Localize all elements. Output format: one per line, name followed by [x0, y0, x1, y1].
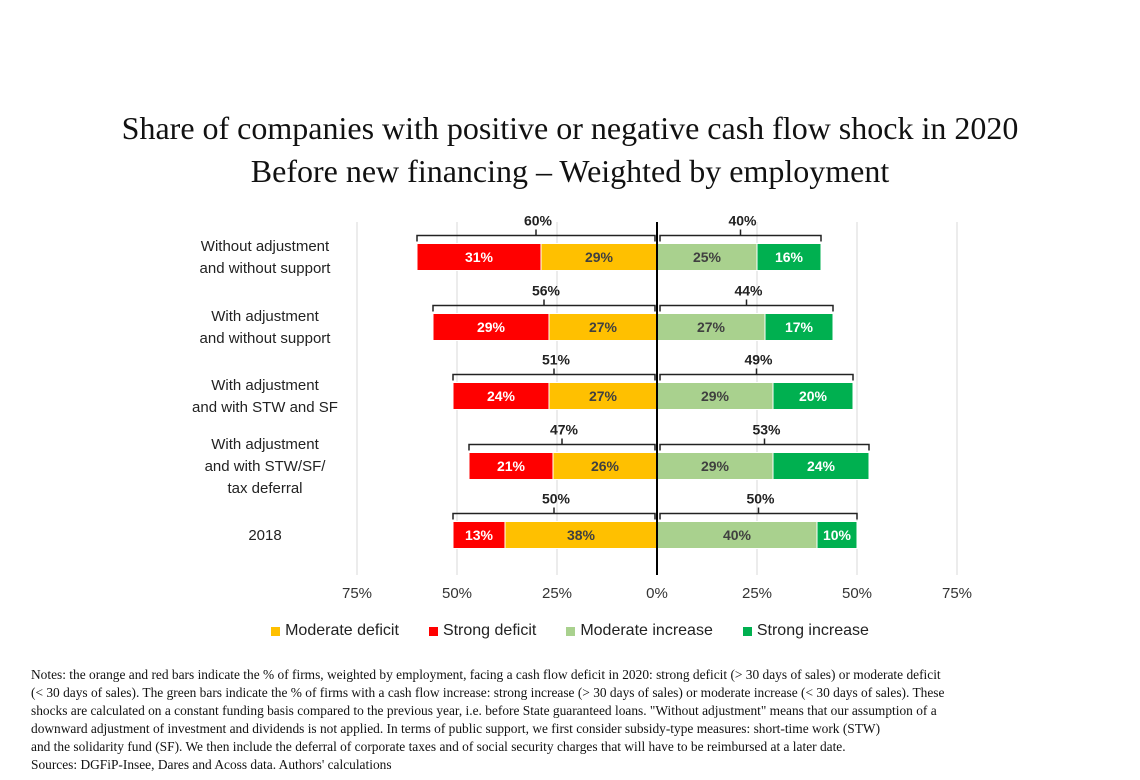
bar-moderate-deficit — [548, 313, 658, 341]
total-label-increase: 44% — [734, 283, 763, 299]
category-label: With adjustment — [211, 377, 319, 394]
notes-line: downward adjustment of investment and di… — [31, 721, 881, 736]
data-label-moderate-increase: 27% — [697, 319, 726, 335]
category-label: tax deferral — [227, 480, 302, 497]
data-label-strong-deficit: 24% — [487, 388, 516, 404]
bar-strong-deficit — [416, 243, 542, 271]
bar-moderate-deficit — [504, 521, 658, 549]
bracket-increase — [659, 229, 822, 242]
bar-strong-increase — [764, 313, 834, 341]
notes-line: Sources: DGFiP-Insee, Dares and Acoss da… — [31, 757, 392, 772]
bar-moderate-increase — [656, 452, 774, 480]
legend-swatch-moderate-increase — [566, 626, 576, 636]
category-label: and with STW and SF — [192, 399, 338, 416]
bar-moderate-deficit — [548, 382, 658, 410]
x-tick-label: 75% — [342, 585, 372, 602]
data-label-strong-deficit: 13% — [465, 527, 494, 543]
notes-line: (< 30 days of sales). The green bars ind… — [31, 685, 945, 700]
bar-strong-deficit — [452, 382, 550, 410]
legend-swatch-strong-deficit — [428, 626, 438, 636]
bracket-increase — [659, 368, 854, 381]
data-label-moderate-deficit: 26% — [591, 458, 620, 474]
total-label-increase: 40% — [728, 213, 757, 229]
bracket-deficit — [468, 438, 656, 451]
data-label-strong-increase: 24% — [807, 458, 836, 474]
x-tick-label: 0% — [646, 585, 668, 602]
data-label-moderate-deficit: 27% — [589, 319, 618, 335]
bar-strong-deficit — [468, 452, 554, 480]
x-tick-label: 25% — [742, 585, 772, 602]
total-label-increase: 50% — [746, 491, 775, 507]
chart-title-line1: Share of companies with positive or nega… — [121, 110, 1019, 146]
legend: Moderate deficit Strong deficit Moderate… — [0, 622, 1140, 640]
data-label-strong-deficit: 21% — [497, 458, 526, 474]
data-label-strong-deficit: 29% — [477, 319, 506, 335]
bracket-increase — [659, 438, 870, 451]
category-label: and without support — [200, 330, 332, 347]
bar-strong-deficit — [452, 521, 506, 549]
chart: 75% 50% 25% 0% 25% 50% 75% Without adjustment an… — [192, 213, 972, 603]
notes-line: Notes: the orange and red bars indicate … — [31, 667, 941, 682]
data-label-strong-increase: 20% — [799, 388, 828, 404]
bracket-deficit — [452, 507, 656, 520]
notes: Notes: the orange and red bars indicate … — [31, 666, 1111, 774]
legend-item-strong-deficit: Strong deficit — [428, 622, 537, 640]
legend-label-strong-increase: Strong increase — [756, 622, 869, 639]
legend-swatch-strong-increase — [742, 626, 752, 636]
data-label-moderate-increase: 40% — [723, 527, 752, 543]
notes-line: and the solidarity fund (SF). We then in… — [31, 739, 846, 754]
bracket-increase — [659, 299, 834, 312]
legend-label-strong-deficit: Strong deficit — [442, 622, 537, 639]
x-tick-label: 50% — [442, 585, 472, 602]
data-label-strong-deficit: 31% — [465, 249, 494, 265]
total-label-increase: 53% — [752, 422, 781, 438]
legend-swatch-moderate-deficit — [271, 626, 281, 636]
x-tick-label: 75% — [942, 585, 972, 602]
category-label: With adjustment — [211, 308, 319, 325]
bar-strong-increase — [756, 243, 822, 271]
category-label: and without support — [200, 260, 332, 277]
bar-strong-increase — [772, 452, 870, 480]
x-tick-label: 25% — [542, 585, 572, 602]
notes-line: shocks are calculated on a constant fund… — [31, 703, 937, 718]
total-label-deficit: 56% — [532, 283, 561, 299]
legend-item-moderate-increase: Moderate increase — [566, 622, 713, 640]
total-label-deficit: 60% — [524, 213, 553, 229]
data-label-moderate-deficit: 38% — [567, 527, 596, 543]
total-label-deficit: 51% — [542, 352, 571, 368]
bar-strong-deficit — [432, 313, 550, 341]
data-label-moderate-increase: 29% — [701, 458, 730, 474]
data-label-strong-increase: 17% — [785, 319, 814, 335]
bar-moderate-increase — [656, 382, 774, 410]
legend-item-moderate-deficit: Moderate deficit — [271, 622, 399, 640]
category-label: and with STW/SF/ — [205, 458, 327, 475]
data-label-moderate-deficit: 29% — [585, 249, 614, 265]
data-label-moderate-deficit: 27% — [589, 388, 618, 404]
data-label-moderate-increase: 29% — [701, 388, 730, 404]
chart-title-line2: Before new financing – Weighted by emplo… — [250, 153, 890, 189]
bar-strong-increase — [816, 521, 858, 549]
category-label: With adjustment — [211, 436, 319, 453]
category-label: Without adjustment — [201, 238, 330, 255]
category-label: 2018 — [248, 527, 281, 544]
bracket-deficit — [432, 299, 656, 312]
bar-moderate-deficit — [540, 243, 658, 271]
bar-moderate-deficit — [552, 452, 658, 480]
x-tick-label: 50% — [842, 585, 872, 602]
legend-item-strong-increase: Strong increase — [742, 622, 869, 640]
legend-label-moderate-increase: Moderate increase — [580, 622, 713, 639]
data-label-strong-increase: 10% — [823, 527, 852, 543]
bar-strong-increase — [772, 382, 854, 410]
total-label-increase: 49% — [744, 352, 773, 368]
data-label-moderate-increase: 25% — [693, 249, 722, 265]
data-label-strong-increase: 16% — [775, 249, 804, 265]
bracket-deficit — [452, 368, 656, 381]
bar-moderate-increase — [656, 243, 758, 271]
bracket-increase — [659, 507, 858, 520]
total-label-deficit: 47% — [550, 422, 579, 438]
legend-label-moderate-deficit: Moderate deficit — [285, 622, 399, 639]
total-label-deficit: 50% — [542, 491, 571, 507]
bracket-deficit — [416, 229, 656, 242]
